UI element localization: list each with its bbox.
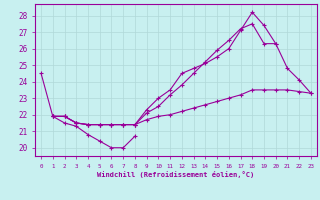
X-axis label: Windchill (Refroidissement éolien,°C): Windchill (Refroidissement éolien,°C): [97, 171, 255, 178]
